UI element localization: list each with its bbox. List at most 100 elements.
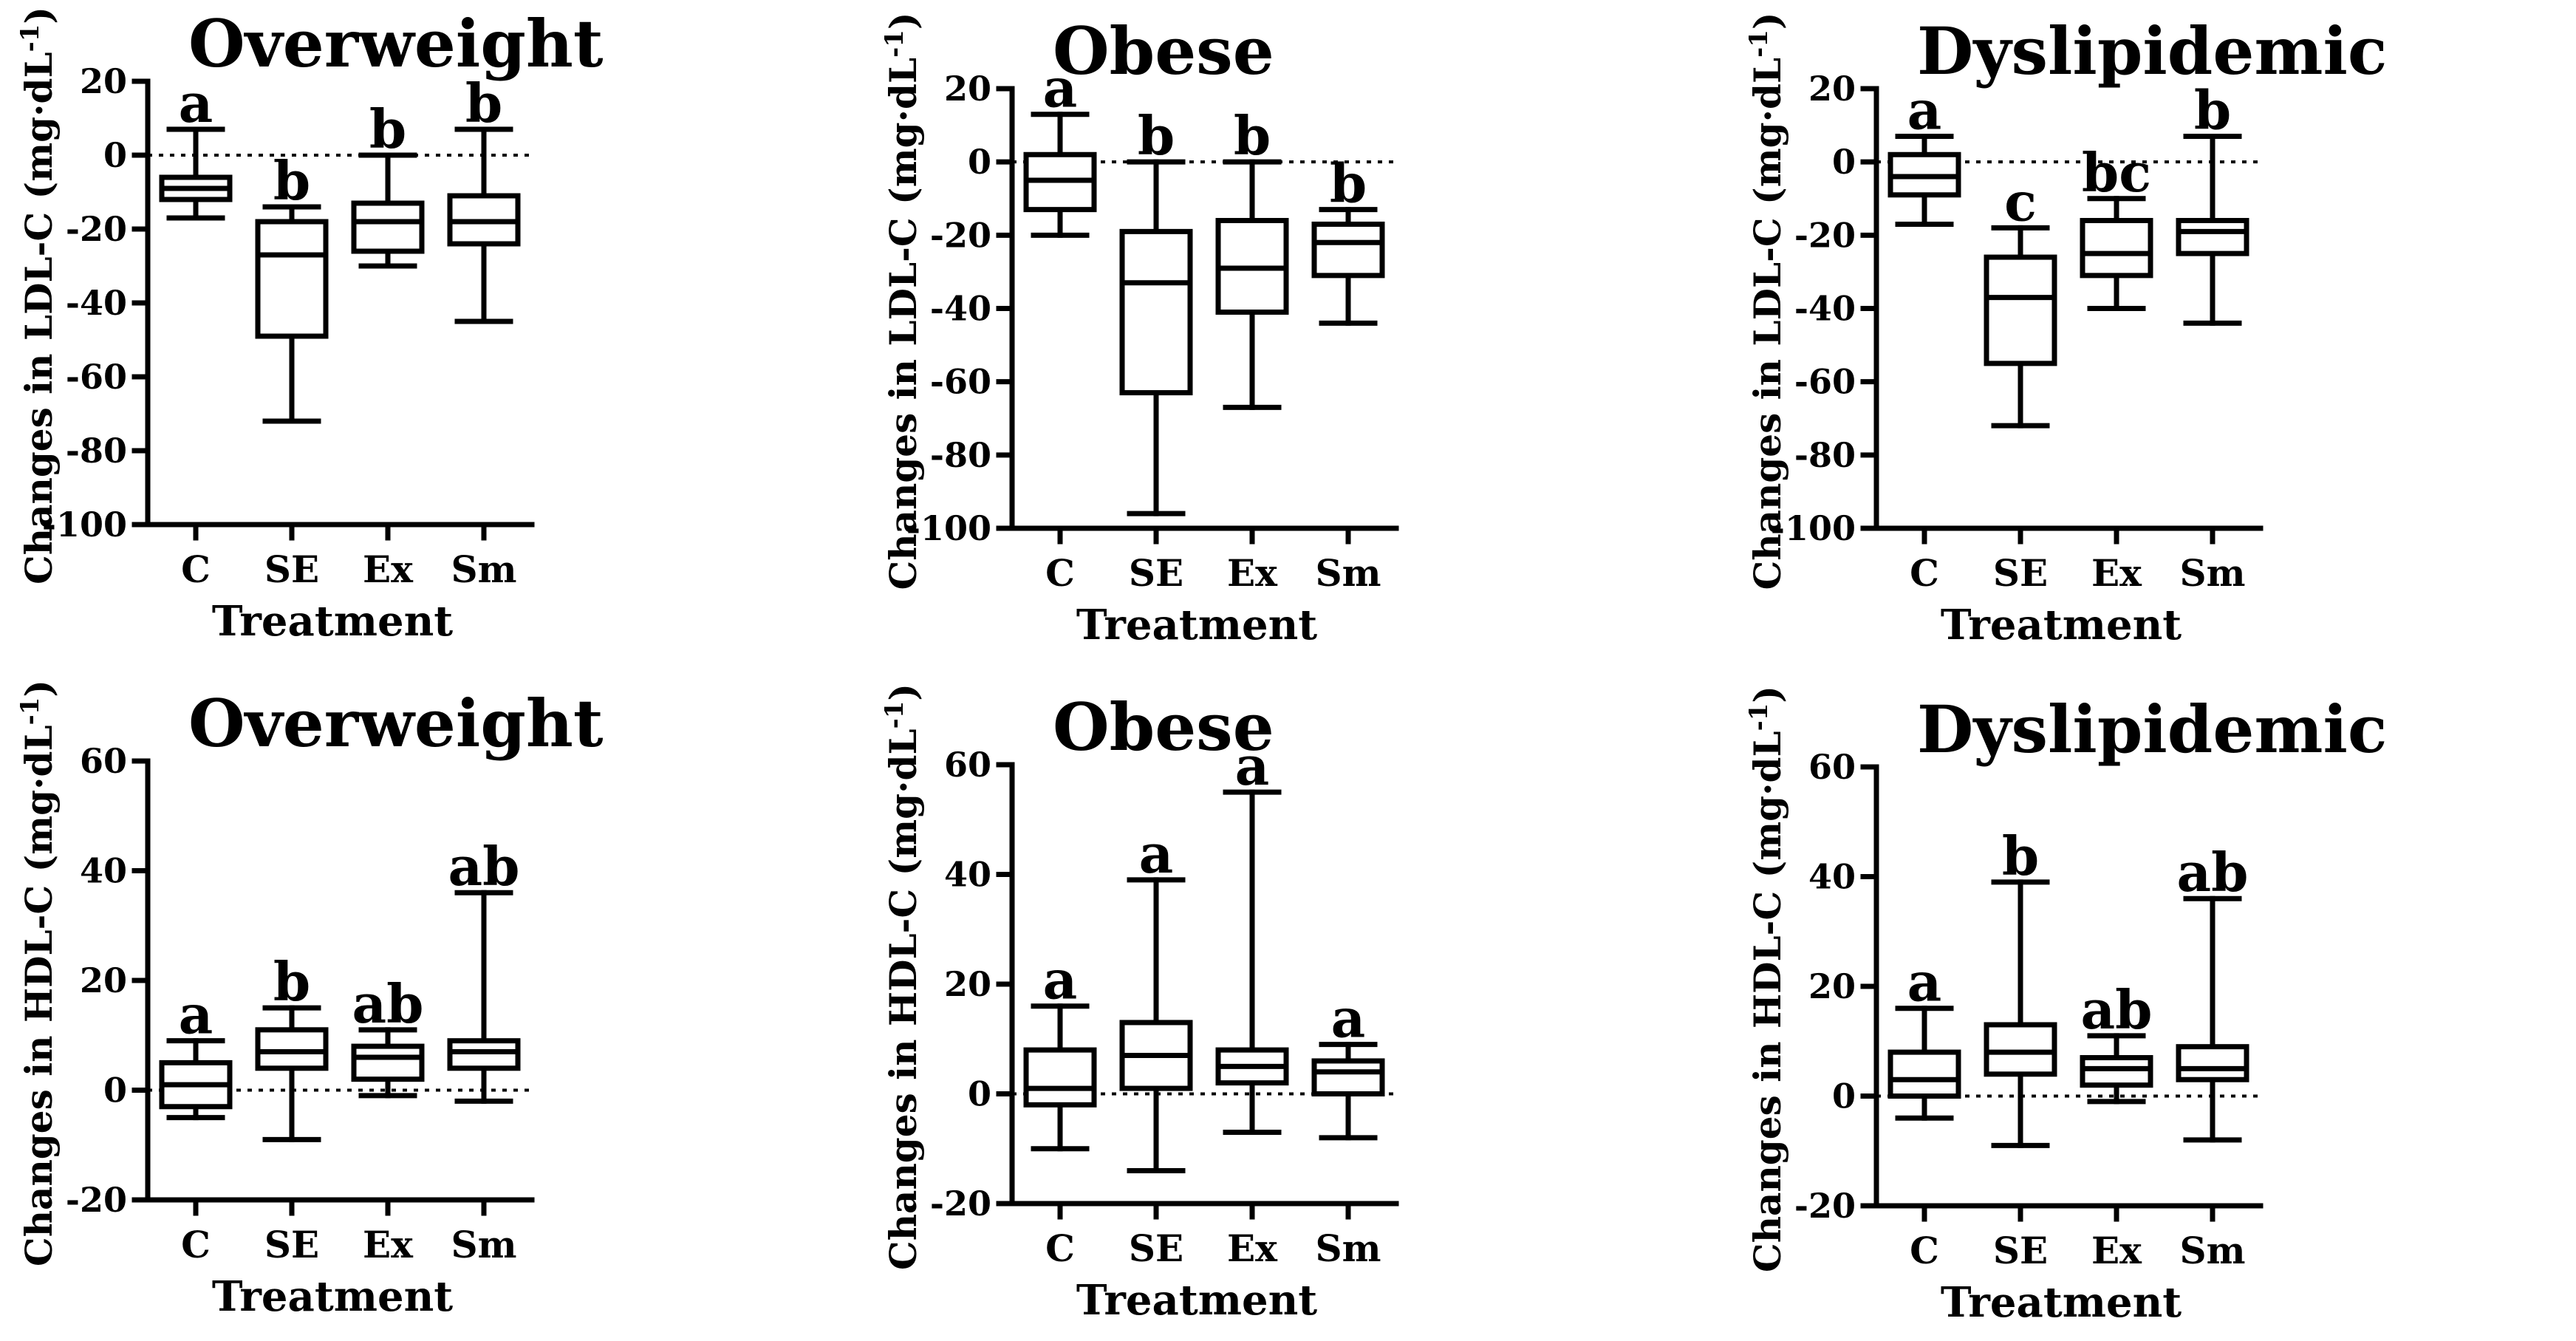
significance-letter: b [2194, 78, 2231, 141]
iqr-box [351, 200, 425, 254]
significance-letter: b [1330, 152, 1367, 215]
y-tick-label: -100 [42, 505, 127, 545]
y-tick-label: 20 [1808, 69, 1856, 109]
box-C: Ca [1887, 78, 1961, 595]
significance-letter: b [273, 950, 310, 1013]
box-Sm: Sm ab [2176, 841, 2249, 1272]
significance-letter: ab [448, 835, 520, 898]
box-SE: SE a [1119, 822, 1193, 1270]
significance-letter: a [1139, 822, 1174, 885]
iqr-box [447, 1038, 521, 1071]
x-tick-label: SE [264, 1223, 319, 1266]
significance-letter: b [465, 72, 502, 134]
y-tick-label: -100 [1771, 508, 1856, 548]
y-tick-label: -20 [66, 209, 127, 249]
significance-letter: a [1907, 78, 1942, 141]
y-tick-label: -80 [1794, 435, 1856, 475]
significance-letter: a [1331, 987, 1366, 1050]
x-tick-label: SE [1993, 551, 2048, 595]
panel-title: Obese [1053, 689, 1274, 765]
panel-title: Dyslipidemic [1917, 691, 2387, 768]
x-tick-label: SE [1129, 1226, 1183, 1270]
y-axis-title-close: ) [1746, 686, 1789, 703]
y-tick-label: -40 [66, 283, 127, 323]
y-tick-label: 0 [968, 142, 991, 182]
x-axis-title: Treatment [1076, 1276, 1317, 1325]
y-tick-label: -80 [66, 431, 127, 471]
x-tick-label: Ex [2091, 1229, 2142, 1272]
y-tick-label: 40 [80, 851, 127, 891]
significance-letter: a [1907, 951, 1942, 1014]
y-tick-label: -100 [906, 508, 991, 548]
panel-title: Dyslipidemic [1917, 13, 2387, 89]
iqr-box [255, 219, 329, 339]
y-axis-title: Changes in LDL-C (mg·dL-1) [880, 12, 925, 590]
y-tick-label: -20 [1794, 215, 1856, 255]
significance-letter: bc [2082, 141, 2151, 204]
y-tick-label: -60 [930, 362, 991, 402]
box-C: Ca [159, 983, 233, 1266]
y-axis-title-close: ) [17, 680, 61, 697]
y-axis-title-main: Changes in HDL-C (mg·dL [881, 728, 925, 1270]
y-axis-title-superscript: -1 [16, 24, 45, 52]
box-Sm: Sm a [1311, 987, 1385, 1270]
iqr-box [351, 1043, 425, 1082]
significance-letter: ab [2081, 978, 2153, 1041]
y-axis-title: Changes in HDL-C (mg·dL-1) [1744, 686, 1789, 1272]
x-tick-label: Sm [451, 1223, 516, 1266]
box-Ex: Ex bc [2080, 141, 2153, 595]
y-axis-title: Changes in HDL-C (mg·dL-1) [880, 683, 925, 1270]
x-tick-label: Sm [1315, 1226, 1381, 1270]
box-SE: SE b [1984, 825, 2057, 1272]
x-tick-label: Ex [363, 1223, 414, 1266]
x-tick-label: C [181, 1223, 211, 1266]
y-tick-label: 0 [968, 1074, 991, 1114]
iqr-box [1023, 1047, 1097, 1108]
iqr-box [1311, 1058, 1385, 1097]
significance-letter: b [1234, 104, 1271, 167]
y-tick-label: -20 [930, 1184, 991, 1224]
y-tick-label: -40 [1794, 289, 1856, 329]
x-axis-title: Treatment [1941, 1278, 2182, 1327]
y-tick-label: -20 [66, 1180, 127, 1220]
box-Ex: Ex a [1215, 734, 1289, 1270]
y-axis-title-close: ) [881, 12, 925, 30]
x-tick-label: C [1910, 551, 1939, 595]
panel-title: Overweight [188, 685, 604, 762]
y-axis-title: Changes in LDL-C (mg·dL-1) [16, 7, 61, 584]
iqr-box [1984, 254, 2057, 366]
y-axis-title-main: Changes in LDL-C (mg·dL [881, 58, 925, 590]
y-tick-label: 0 [1832, 142, 1856, 182]
significance-letter: a [179, 983, 213, 1046]
x-tick-label: Ex [1227, 1226, 1278, 1270]
iqr-box [1887, 1049, 1961, 1099]
significance-letter: b [1138, 104, 1175, 167]
x-tick-label: Ex [363, 547, 414, 591]
iqr-box [2176, 1044, 2249, 1082]
x-tick-label: Sm [1315, 551, 1381, 595]
y-tick-label: 0 [103, 135, 127, 175]
box-C: Ca [1887, 951, 1961, 1272]
box-Ex: Ex b [351, 98, 425, 591]
y-tick-label: -80 [930, 435, 991, 475]
y-axis-title-main: Changes in HDL-C (mg·dL [1746, 731, 1789, 1272]
y-tick-label: 20 [1808, 966, 1856, 1006]
box-Sm: Sm ab [447, 835, 521, 1266]
y-tick-label: 20 [944, 964, 991, 1004]
y-tick-label: 60 [944, 745, 991, 785]
iqr-box [1119, 228, 1193, 396]
iqr-box [2080, 218, 2153, 279]
significance-letter: a [179, 72, 213, 134]
y-axis-title: Changes in HDL-C (mg·dL-1) [16, 680, 61, 1266]
iqr-box [2176, 218, 2249, 256]
significance-letter: b [2002, 825, 2039, 887]
x-tick-label: SE [264, 547, 319, 591]
x-tick-label: SE [1129, 551, 1183, 595]
y-tick-label: 40 [1808, 857, 1856, 897]
y-tick-label: -60 [1794, 362, 1856, 402]
significance-letter: c [2004, 170, 2037, 233]
box-SE: SE c [1984, 170, 2057, 595]
